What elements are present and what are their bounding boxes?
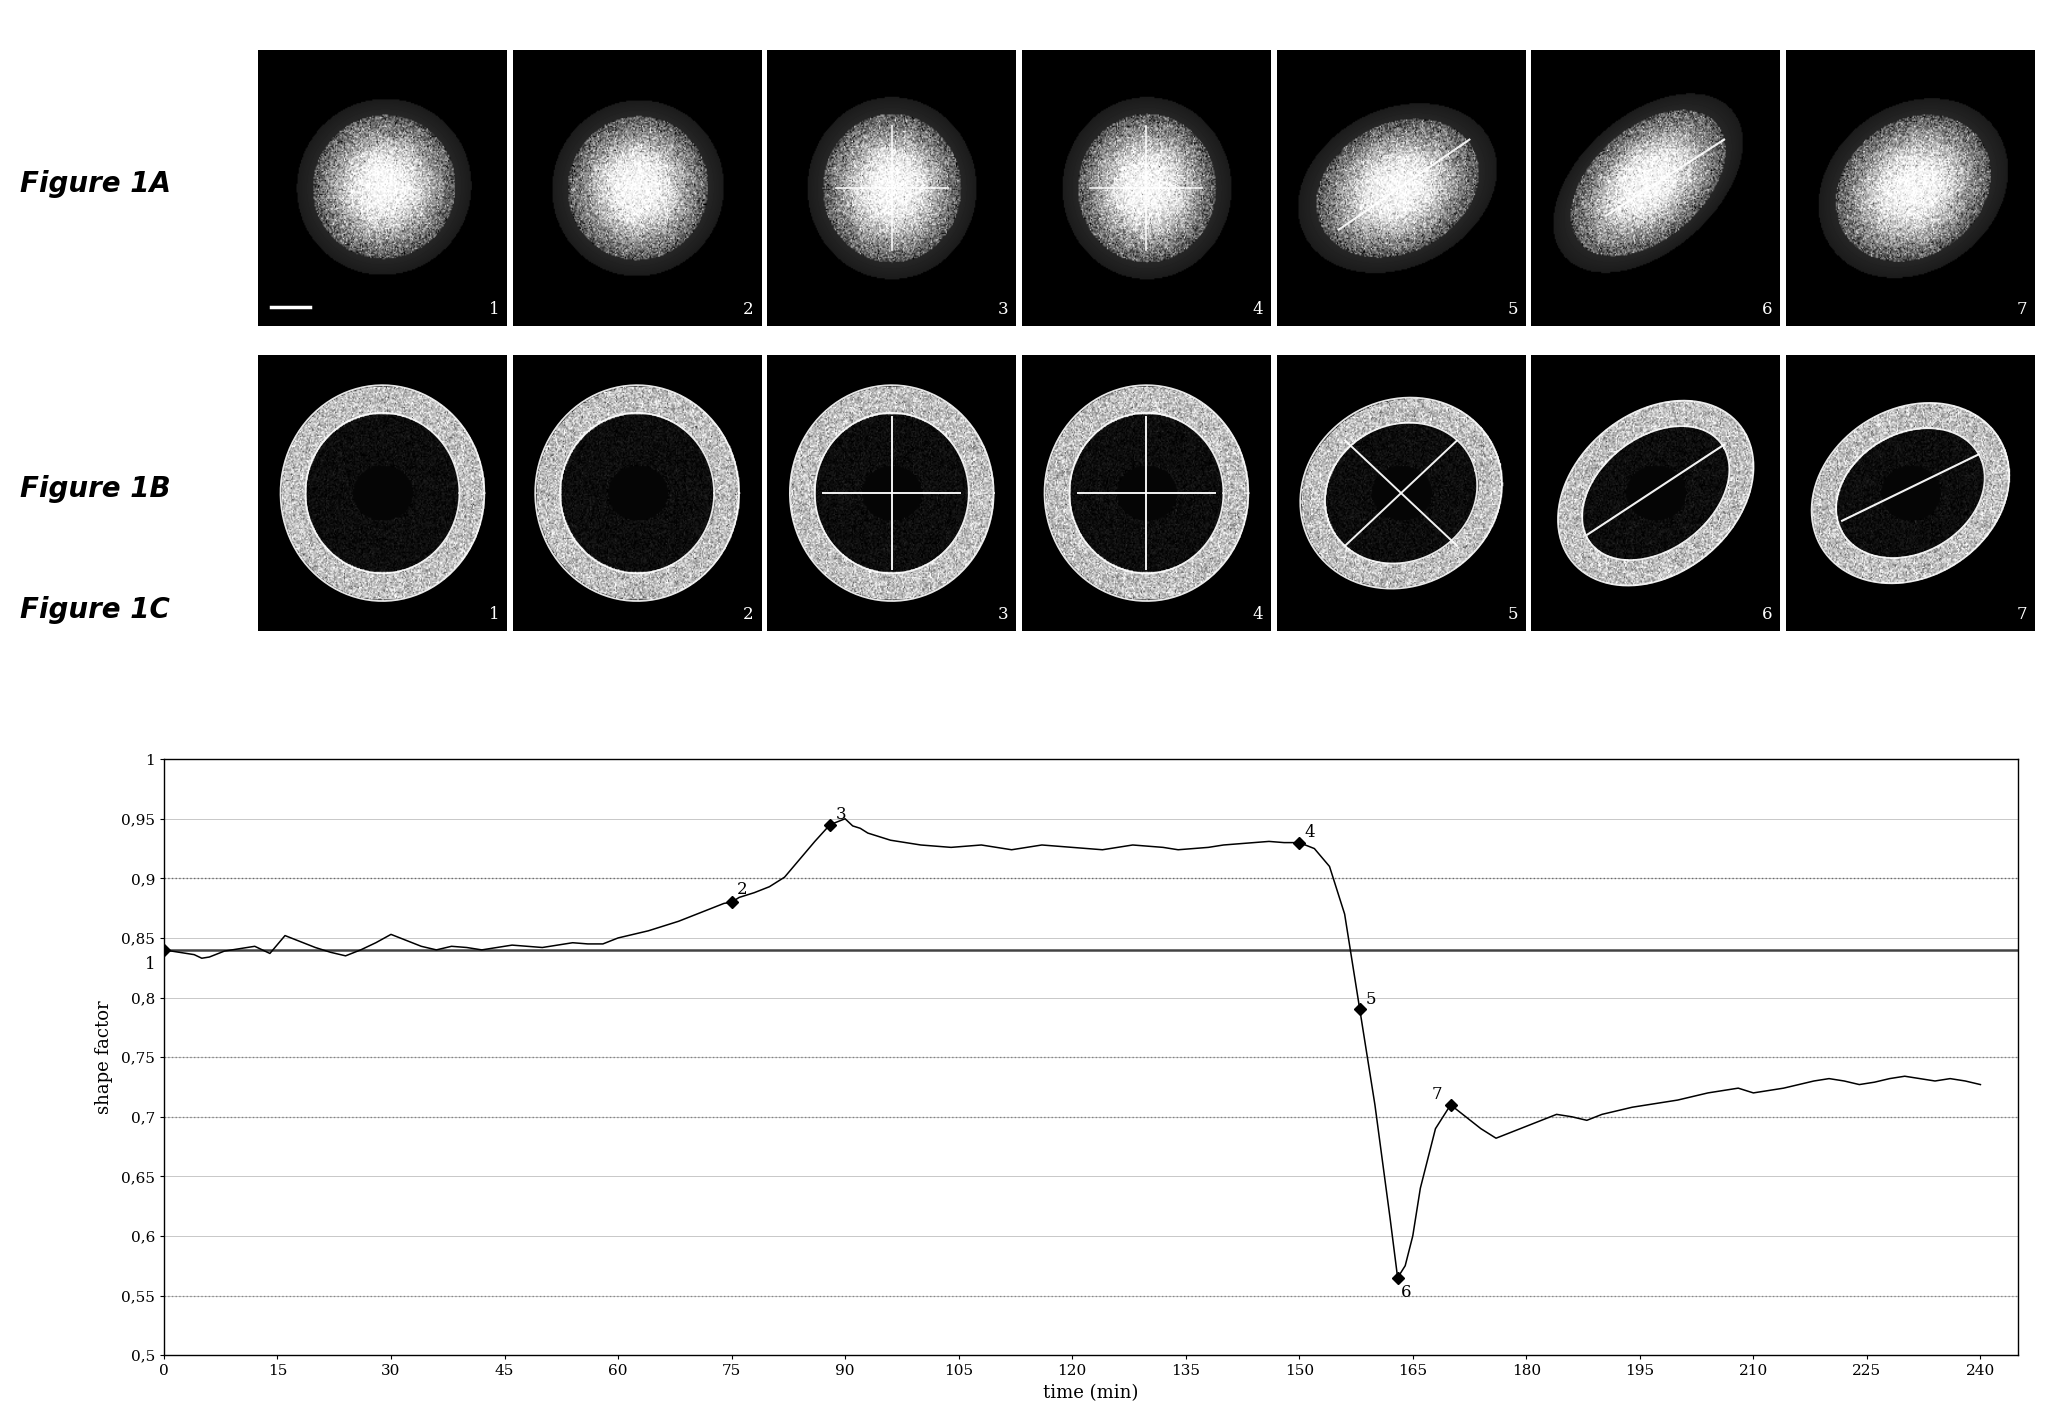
Text: 6: 6 — [1762, 301, 1772, 318]
Text: 5: 5 — [1508, 606, 1518, 623]
Text: 3: 3 — [998, 301, 1008, 318]
Text: 7: 7 — [2016, 301, 2026, 318]
Text: 4: 4 — [1252, 606, 1264, 623]
Text: 2: 2 — [744, 606, 754, 623]
Text: 5: 5 — [1365, 990, 1375, 1007]
Text: 6: 6 — [1762, 606, 1772, 623]
Text: 1: 1 — [488, 301, 500, 318]
Text: 4: 4 — [1305, 824, 1315, 841]
Text: Figure 1A: Figure 1A — [20, 170, 172, 199]
Text: 7: 7 — [2016, 606, 2026, 623]
X-axis label: time (min): time (min) — [1043, 1384, 1139, 1402]
Text: 1: 1 — [488, 606, 500, 623]
Text: Figure 1C: Figure 1C — [20, 596, 170, 624]
Y-axis label: shape factor: shape factor — [94, 1000, 113, 1114]
Text: 6: 6 — [1399, 1284, 1412, 1301]
Text: 1: 1 — [145, 956, 156, 973]
Text: Figure 1B: Figure 1B — [20, 475, 172, 504]
Text: 2: 2 — [744, 301, 754, 318]
Text: 5: 5 — [1508, 301, 1518, 318]
Text: 4: 4 — [1252, 301, 1264, 318]
Text: 3: 3 — [998, 606, 1008, 623]
Text: 2: 2 — [738, 881, 748, 898]
Text: 3: 3 — [836, 806, 846, 823]
Text: 7: 7 — [1430, 1087, 1442, 1104]
